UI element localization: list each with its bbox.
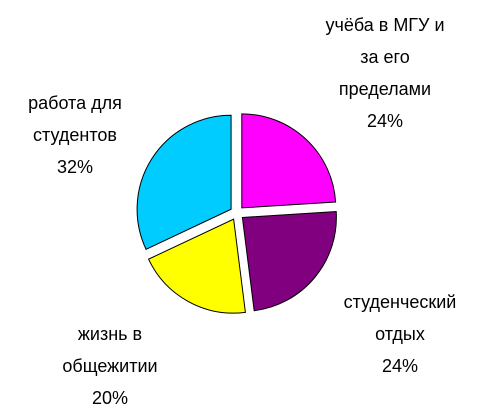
category-name: работа для студентов xyxy=(28,93,122,145)
pie-slice xyxy=(136,114,232,250)
pie-slice xyxy=(241,211,337,312)
value-label: 24% xyxy=(366,111,404,131)
value-label: 20% xyxy=(91,388,129,408)
pie-slice xyxy=(147,218,246,314)
category-name: жизнь в общежитии xyxy=(62,324,158,376)
slice-label: студенческий отдых 24% xyxy=(335,286,465,382)
slice-label: работа для студентов 32% xyxy=(5,87,145,183)
slice-label: учёба в МГУ и за его пределами 24% xyxy=(321,9,449,137)
value-label: 24% xyxy=(381,356,419,376)
category-name: студенческий отдых xyxy=(343,292,457,344)
value-label: 32% xyxy=(56,157,94,177)
pie-slice xyxy=(241,113,337,209)
category-name: учёба в МГУ и за его пределами xyxy=(325,15,445,99)
slice-label: жизнь в общежитии 20% xyxy=(45,318,175,408)
